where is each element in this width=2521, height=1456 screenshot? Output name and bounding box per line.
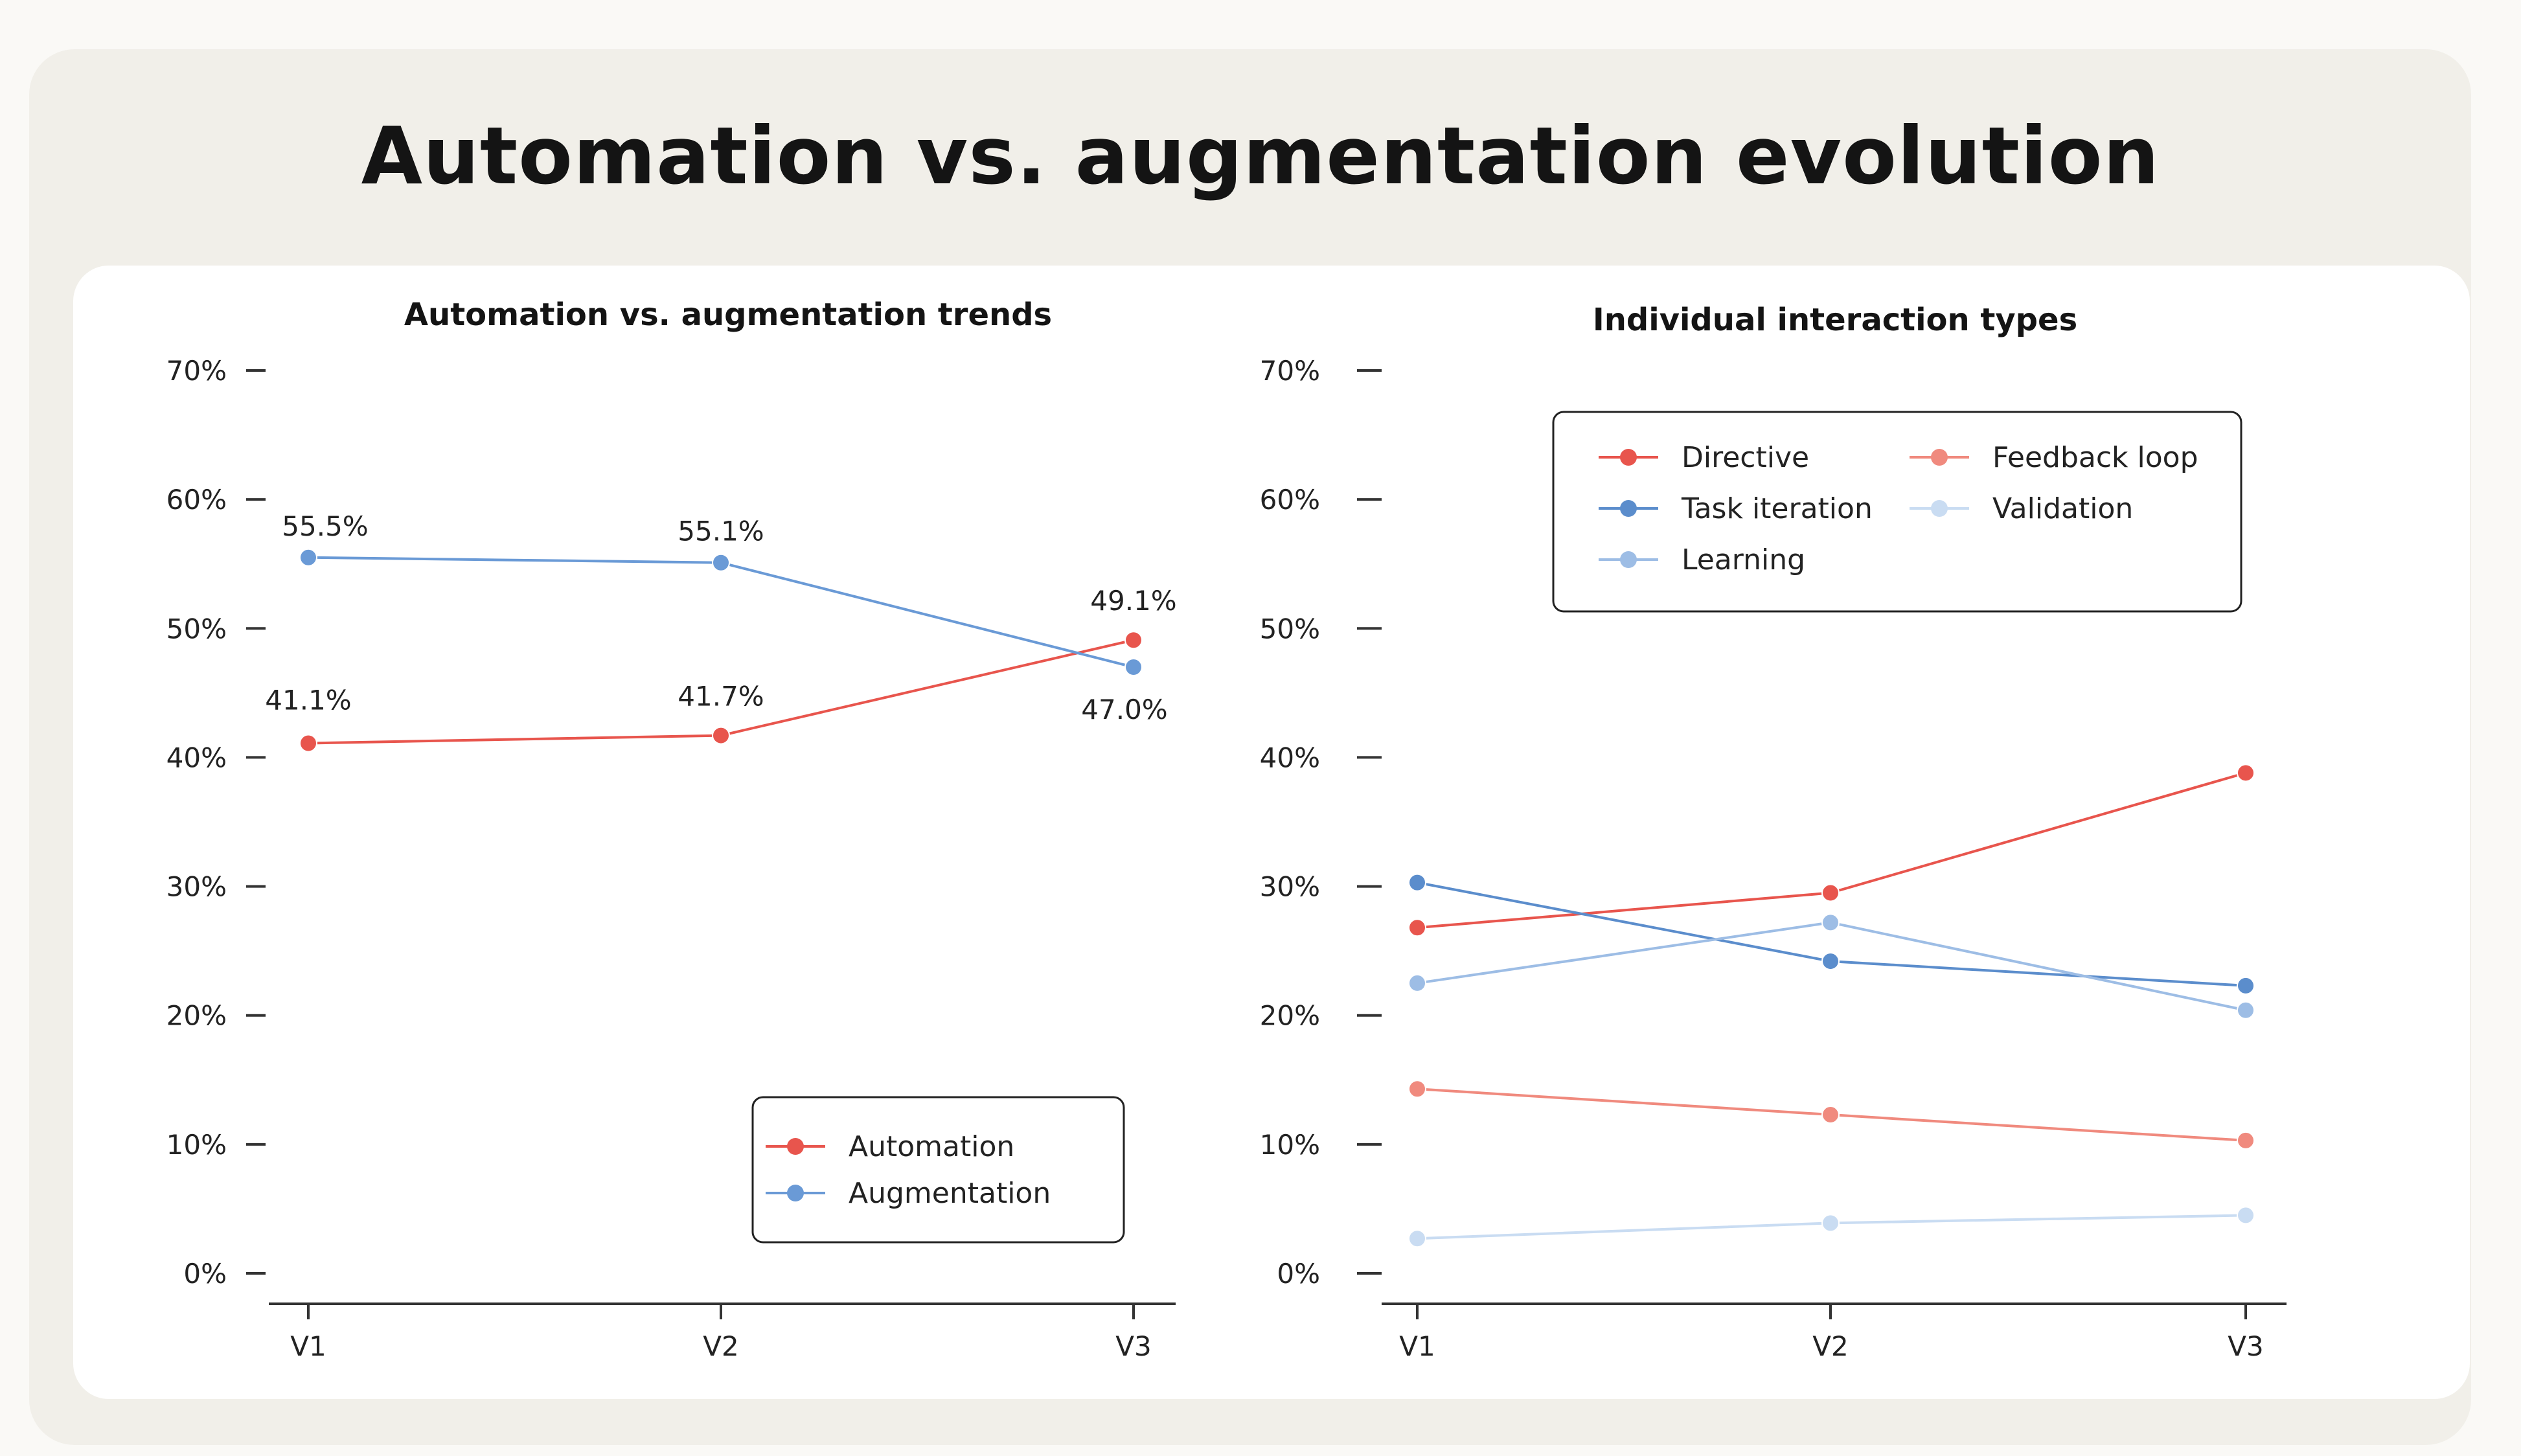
legend: Automation Augmentation [751, 1096, 1125, 1244]
x-tick-label: V1 [290, 1330, 326, 1362]
legend-box [1552, 411, 2242, 613]
data-point-task-iteration [1821, 952, 1840, 971]
legend: Directive Feedback loop Task iteration Vali… [1552, 411, 2242, 613]
series-line-augmentation [308, 556, 1134, 668]
y-tick-label: 10% [166, 1129, 227, 1161]
data-point-learning [1408, 973, 1426, 992]
series-line-directive [1417, 771, 2246, 929]
data-point-learning [1821, 913, 1840, 932]
legend-swatch-marker [787, 1138, 804, 1155]
legend-label-validation: Validation [1992, 492, 2133, 525]
legend-swatch-marker [1931, 449, 1948, 466]
legend-box [751, 1096, 1125, 1244]
data-point-augmentation [299, 548, 317, 567]
data-point-directive [1821, 883, 1840, 902]
legend-swatch-marker [787, 1185, 804, 1201]
data-point-feedback-loop [2237, 1131, 2255, 1150]
page-title: Automation vs. augmentation evolution [361, 110, 2160, 202]
x-tick-label: V2 [703, 1330, 738, 1362]
chart-automation-vs-augmentation: Automation vs. augmentation trends 0% 10% 2… [166, 297, 1177, 1362]
y-tick-label: 0% [183, 1258, 227, 1290]
legend-swatch-marker [1620, 551, 1637, 568]
data-point-automation [712, 726, 730, 745]
y-tick-label: 40% [1260, 742, 1320, 773]
data-point-augmentation [1124, 658, 1143, 677]
data-label-augmentation: 55.5% [282, 510, 368, 542]
data-label-automation: 41.7% [678, 681, 764, 712]
y-tick-label: 70% [1260, 355, 1320, 387]
data-label-automation: 49.1% [1090, 585, 1176, 617]
chart-title: Individual interaction types [1593, 302, 2077, 338]
chart-interaction-types: Individual interaction types 0% 10% 20% 30% 4… [1260, 302, 2287, 1362]
y-tick-label: 70% [166, 355, 227, 387]
data-point-validation [2237, 1206, 2255, 1225]
x-tick-label: V3 [2228, 1330, 2263, 1362]
legend-label-learning: Learning [1682, 543, 1805, 576]
legend-swatch-marker [1931, 500, 1948, 517]
data-point-automation [1124, 631, 1143, 650]
y-tick-label: 50% [1260, 613, 1320, 644]
x-tick-label: V2 [1812, 1330, 1848, 1362]
data-point-task-iteration [1408, 873, 1426, 892]
x-tick-label: V3 [1115, 1330, 1151, 1362]
data-label-automation: 41.1% [265, 685, 351, 716]
legend-label-automation: Automation [849, 1130, 1014, 1163]
legend-label-task-iteration: Task iteration [1681, 492, 1873, 525]
data-point-augmentation [712, 553, 730, 572]
y-tick-label: 30% [1260, 871, 1320, 903]
x-tick-label: V1 [1399, 1330, 1435, 1362]
legend-label-augmentation: Augmentation [849, 1177, 1051, 1210]
data-point-learning [2237, 1001, 2255, 1019]
data-point-validation [1408, 1229, 1426, 1248]
y-tick-label: 0% [1277, 1258, 1320, 1290]
y-tick-label: 20% [166, 1000, 227, 1032]
data-point-feedback-loop [1408, 1080, 1426, 1098]
y-tick-label: 10% [1260, 1129, 1320, 1161]
data-label-augmentation: 55.1% [678, 516, 764, 547]
y-tick-label: 20% [1260, 1000, 1320, 1032]
data-point-directive [1408, 918, 1426, 937]
data-point-directive [2237, 764, 2255, 782]
data-point-feedback-loop [1821, 1106, 1840, 1124]
data-point-automation [299, 734, 317, 753]
y-tick-label: 60% [1260, 484, 1320, 516]
legend-label-directive: Directive [1682, 441, 1809, 474]
y-tick-label: 40% [166, 742, 227, 773]
y-tick-label: 50% [166, 613, 227, 644]
data-point-task-iteration [2237, 976, 2255, 995]
chart-title: Automation vs. augmentation trends [404, 297, 1052, 333]
y-tick-label: 60% [166, 484, 227, 516]
y-tick-label: 30% [166, 871, 227, 903]
legend-swatch-marker [1620, 449, 1637, 466]
legend-swatch-marker [1620, 500, 1637, 517]
data-label-augmentation: 47.0% [1081, 694, 1167, 725]
legend-label-feedback-loop: Feedback loop [1992, 441, 2198, 474]
data-point-validation [1821, 1214, 1840, 1233]
